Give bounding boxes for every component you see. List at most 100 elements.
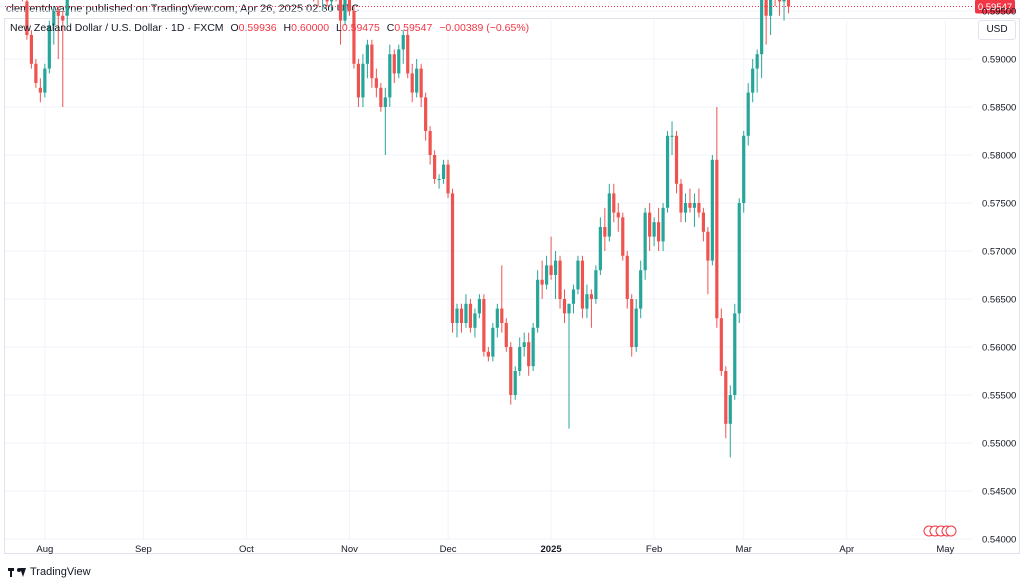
candle[interactable] [625,251,629,309]
candle[interactable] [769,0,773,35]
candle[interactable] [764,0,768,45]
candle[interactable] [321,0,324,11]
candle[interactable] [518,337,522,376]
candle[interactable] [455,303,459,338]
candle[interactable] [374,68,378,98]
candle[interactable] [370,39,374,88]
candle[interactable] [450,188,455,333]
candle[interactable] [329,0,334,11]
candle[interactable] [437,174,441,189]
candle[interactable] [522,332,526,357]
candle[interactable] [61,11,65,107]
candle[interactable] [777,0,782,16]
candle[interactable] [401,30,405,64]
candle[interactable] [317,0,320,7]
candle[interactable] [715,107,719,328]
candle[interactable] [527,332,531,376]
candle[interactable] [549,236,553,280]
candle[interactable] [639,260,643,319]
candle[interactable] [571,284,576,314]
candle[interactable] [38,78,42,103]
candle[interactable] [643,207,647,280]
candle[interactable] [719,308,723,376]
candle[interactable] [616,203,620,232]
candle[interactable] [786,0,791,14]
tradingview-logo[interactable]: TradingView [8,566,91,578]
candle[interactable] [21,0,24,2]
candle[interactable] [29,30,33,69]
candle[interactable] [670,121,674,155]
candle[interactable] [634,299,638,352]
candle[interactable] [607,183,611,242]
candle[interactable] [751,59,755,103]
candle[interactable] [648,203,652,251]
candle[interactable] [52,6,56,45]
candle[interactable] [576,255,580,295]
candle[interactable] [477,294,481,319]
candle[interactable] [621,212,625,261]
candle[interactable] [536,270,540,333]
candle[interactable] [495,303,499,338]
candle[interactable] [419,63,423,107]
candle[interactable] [388,44,392,107]
candle[interactable] [531,323,535,371]
candle[interactable] [697,188,701,218]
candle[interactable] [603,207,607,251]
candle[interactable] [383,87,387,155]
candle[interactable] [513,366,517,400]
candle[interactable] [486,347,490,362]
candle[interactable] [406,30,410,79]
candle[interactable] [553,251,558,299]
candle[interactable] [473,308,477,338]
candle[interactable] [580,255,585,319]
candle[interactable] [782,0,786,21]
candle[interactable] [334,0,337,2]
candle[interactable] [43,63,47,98]
candle[interactable] [56,6,60,59]
candle[interactable] [733,303,737,400]
currency-button[interactable]: USD [978,20,1016,40]
candle[interactable] [674,131,679,194]
candle[interactable] [433,150,437,184]
candle[interactable] [482,294,486,357]
candle[interactable] [755,49,759,93]
candle[interactable] [459,303,464,333]
candle[interactable] [352,6,356,69]
candle[interactable] [683,193,688,223]
candle[interactable] [312,0,315,2]
candle[interactable] [692,193,697,227]
candle[interactable] [347,0,352,16]
symbol-name[interactable]: New Zealand Dollar / U.S. Dollar · 1D · … [10,22,224,34]
candle[interactable] [589,289,593,328]
candle[interactable] [415,59,419,98]
candle[interactable] [446,159,450,199]
candle[interactable] [737,198,741,323]
candle[interactable] [65,0,69,26]
candle[interactable] [567,303,571,429]
candle[interactable] [594,265,598,304]
candle[interactable] [410,63,414,103]
candle[interactable] [365,39,369,79]
candle[interactable] [47,20,51,74]
candle[interactable] [509,342,513,405]
candle[interactable] [612,183,616,223]
candle[interactable] [701,207,705,242]
candle[interactable] [728,385,732,458]
candle[interactable] [500,265,504,333]
candle[interactable] [558,255,562,309]
candle[interactable] [545,255,549,290]
candle[interactable] [657,207,661,251]
candle[interactable] [742,131,746,213]
candle[interactable] [338,0,343,45]
candle[interactable] [491,323,495,362]
candle[interactable] [562,289,567,323]
candle[interactable] [428,126,432,165]
candle[interactable] [379,83,383,112]
candle[interactable] [598,217,602,275]
candle[interactable] [706,227,710,295]
candle[interactable] [746,83,750,146]
candle[interactable] [441,159,446,184]
candle[interactable] [25,0,29,40]
candle[interactable] [724,366,728,439]
candle[interactable] [464,294,468,328]
